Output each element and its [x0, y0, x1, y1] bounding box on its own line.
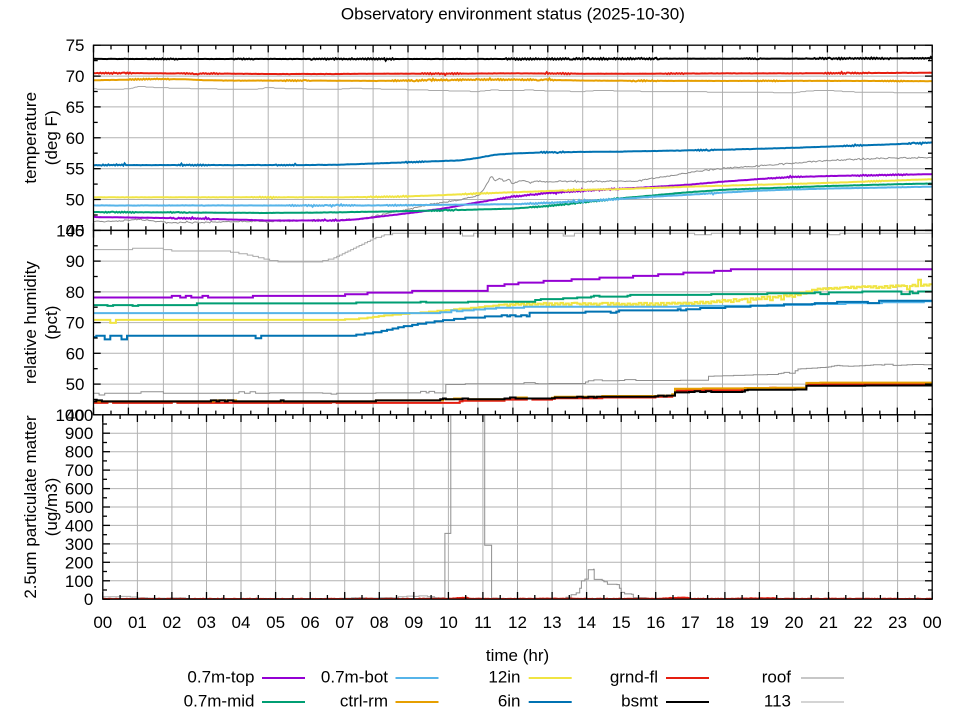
svg-text:100: 100 [56, 221, 84, 240]
svg-text:70: 70 [66, 67, 85, 86]
svg-text:700: 700 [65, 461, 93, 480]
svg-text:65: 65 [66, 98, 85, 117]
svg-text:08: 08 [370, 613, 389, 632]
svg-text:05: 05 [266, 613, 285, 632]
svg-text:grnd-fl: grnd-fl [610, 668, 658, 687]
svg-text:17: 17 [681, 613, 700, 632]
svg-text:6in: 6in [498, 692, 521, 711]
svg-text:(ug/m3): (ug/m3) [42, 478, 61, 537]
svg-text:roof: roof [762, 668, 792, 687]
svg-text:20: 20 [785, 613, 804, 632]
svg-text:2.5um particulate matter: 2.5um particulate matter [21, 415, 40, 599]
svg-text:06: 06 [301, 613, 320, 632]
svg-text:bsmt: bsmt [621, 692, 658, 711]
svg-text:600: 600 [65, 480, 93, 499]
svg-text:800: 800 [65, 443, 93, 462]
svg-text:(deg F): (deg F) [42, 110, 61, 165]
svg-text:Observatory environment status: Observatory environment status (2025-10-… [341, 4, 685, 23]
svg-text:0.7m-bot: 0.7m-bot [321, 668, 388, 687]
svg-text:200: 200 [65, 553, 93, 572]
svg-text:09: 09 [404, 613, 423, 632]
svg-text:02: 02 [162, 613, 181, 632]
svg-text:80: 80 [66, 283, 85, 302]
svg-text:100: 100 [65, 572, 93, 591]
svg-text:40: 40 [66, 406, 85, 425]
svg-text:10: 10 [439, 613, 458, 632]
svg-text:07: 07 [335, 613, 354, 632]
svg-text:70: 70 [66, 314, 85, 333]
svg-text:16: 16 [646, 613, 665, 632]
svg-text:22: 22 [854, 613, 873, 632]
svg-text:60: 60 [66, 129, 85, 148]
svg-text:(pct): (pct) [42, 306, 61, 340]
svg-text:50: 50 [66, 375, 85, 394]
svg-text:04: 04 [232, 613, 251, 632]
svg-text:75: 75 [66, 36, 85, 55]
svg-text:300: 300 [65, 535, 93, 554]
svg-text:03: 03 [197, 613, 216, 632]
svg-text:relative humidity: relative humidity [21, 261, 40, 384]
svg-text:21: 21 [819, 613, 838, 632]
svg-text:19: 19 [750, 613, 769, 632]
svg-text:12in: 12in [488, 668, 520, 687]
svg-text:time (hr): time (hr) [486, 646, 549, 665]
svg-text:1000: 1000 [55, 406, 93, 425]
svg-text:00: 00 [923, 613, 942, 632]
svg-text:400: 400 [65, 516, 93, 535]
svg-text:55: 55 [66, 160, 85, 179]
svg-text:0: 0 [84, 590, 93, 609]
svg-text:01: 01 [128, 613, 147, 632]
svg-text:0.7m-top: 0.7m-top [187, 668, 254, 687]
svg-text:ctrl-rm: ctrl-rm [340, 692, 388, 711]
svg-text:500: 500 [65, 498, 93, 517]
svg-text:23: 23 [888, 613, 907, 632]
svg-text:15: 15 [612, 613, 631, 632]
svg-text:14: 14 [577, 613, 596, 632]
svg-text:12: 12 [508, 613, 527, 632]
svg-text:60: 60 [66, 344, 85, 363]
svg-text:temperature: temperature [21, 92, 40, 184]
svg-text:18: 18 [715, 613, 734, 632]
svg-text:45: 45 [66, 221, 85, 240]
svg-text:11: 11 [474, 613, 492, 632]
svg-text:0.7m-mid: 0.7m-mid [184, 692, 255, 711]
svg-text:900: 900 [65, 424, 93, 443]
svg-text:113: 113 [764, 692, 791, 711]
svg-text:13: 13 [543, 613, 562, 632]
svg-text:50: 50 [66, 191, 85, 210]
svg-text:00: 00 [93, 613, 112, 632]
svg-text:90: 90 [66, 252, 85, 271]
